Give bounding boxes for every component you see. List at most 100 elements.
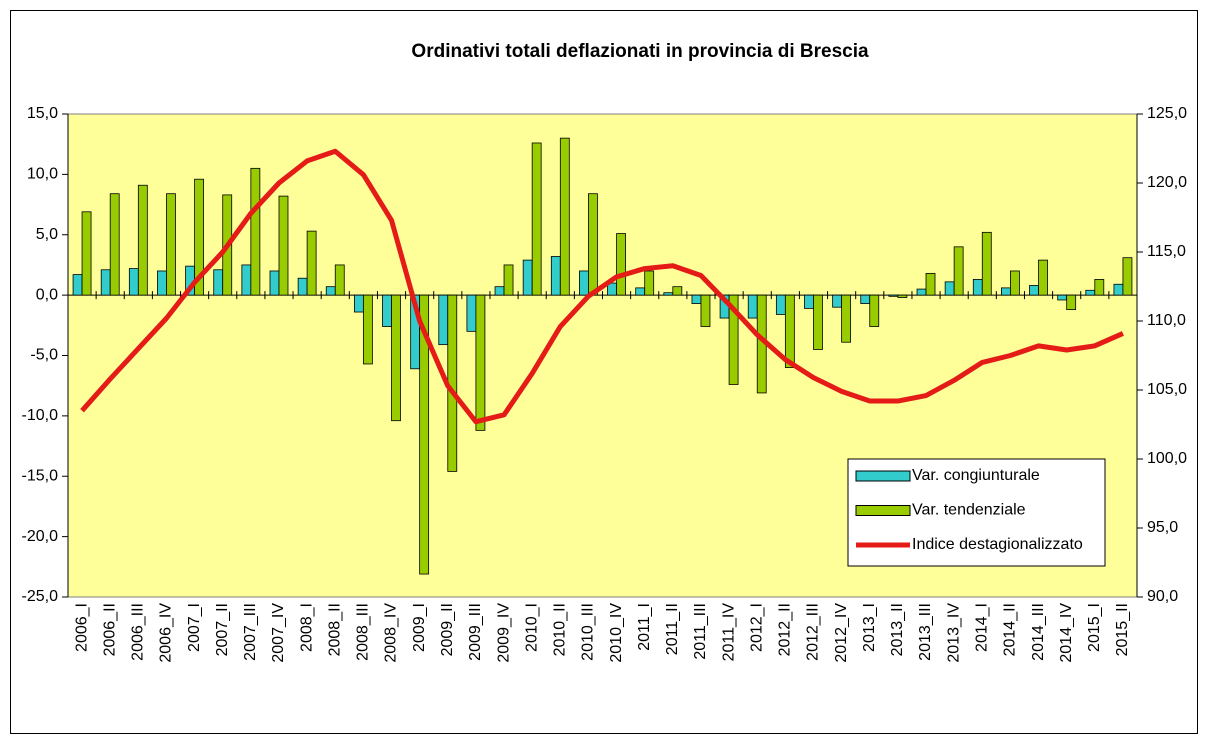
y2-tick-label: 115,0 [1147,243,1186,260]
bar [531,142,542,296]
bar [747,294,758,319]
bar [438,294,449,346]
x-tick-label: 2006_II [101,603,118,656]
bar [579,270,589,296]
bar [775,294,786,315]
bar [466,294,477,332]
bar [382,294,392,327]
bar [804,294,814,309]
bar [635,287,646,296]
y2-tick-label: 120,0 [1147,174,1187,191]
legend-label: Indice destagionalizzato [912,536,1083,553]
x-tick-label: 2008_II [326,603,343,656]
bar [128,268,139,296]
bar [100,269,111,296]
bar [475,294,486,431]
bar [953,246,964,296]
bar [972,279,983,296]
bar [728,294,739,385]
y2-tick-label: 105,0 [1147,381,1187,398]
y-tick-label: 5,0 [36,226,58,243]
x-tick-label: 2012_IV [833,603,850,663]
chart-title: Ordinativi totali deflazionati in provin… [411,41,869,62]
bar [157,270,167,296]
bar [194,178,204,296]
bar [419,294,430,575]
bar [1057,294,1068,301]
y-tick-label: 10,0 [27,166,58,183]
bar [166,193,176,296]
x-tick-label: 2008_III [355,603,372,661]
bar [916,288,927,296]
bar [250,167,261,296]
bar [494,286,505,296]
x-tick-label: 2012_II [777,603,794,656]
y2-tick-label: 95,0 [1147,519,1178,536]
x-tick-label: 2010_I [523,603,540,652]
bar [503,264,514,296]
x-tick-label: 2008_I [298,603,315,652]
bar [869,294,880,327]
bar [362,294,373,365]
bar [944,281,955,296]
bar [1122,257,1133,296]
legend-swatch [855,505,911,516]
x-tick-label: 2007_IV [270,603,287,663]
bar [672,286,683,296]
bar [325,286,336,296]
x-tick-label: 2014_IV [1058,603,1075,663]
bar [109,193,120,296]
bar [897,294,908,298]
x-tick-label: 2012_I [748,603,765,652]
bar [1066,294,1077,311]
y-tick-label: -5,0 [30,347,58,364]
bar [832,294,843,308]
x-tick-label: 2014_II [1002,603,1019,656]
bar [1094,279,1105,296]
bar [550,256,561,296]
x-tick-label: 2010_II [552,603,569,656]
y2-tick-label: 90,0 [1147,588,1178,605]
bar [813,294,823,350]
x-tick-label: 2015_II [1114,603,1131,656]
x-tick-label: 2009_IV [495,603,512,663]
bar [841,294,852,343]
x-tick-label: 2011_IV [720,603,737,662]
x-tick-label: 2013_II [889,603,906,656]
bar [663,292,674,296]
y-tick-label: 15,0 [27,105,58,122]
x-tick-label: 2006_I [73,603,90,652]
x-tick-label: 2014_III [1030,603,1047,661]
bar [700,294,711,327]
x-tick-label: 2010_III [580,603,597,661]
bar [522,259,533,296]
x-tick-label: 2015_I [1086,603,1103,652]
bar [306,230,317,296]
x-tick-label: 2007_III [242,603,259,661]
bar [559,137,570,296]
bar [72,274,83,296]
x-tick-label: 2011_I [636,603,653,651]
y-tick-label: 0,0 [36,286,58,303]
bar [241,264,252,296]
legend-swatch [855,470,911,482]
bar [391,294,401,422]
x-tick-label: 2007_I [186,603,203,652]
bar [334,264,345,296]
y-tick-label: -25,0 [22,588,59,605]
y-tick-label: -20,0 [22,528,59,545]
y2-tick-label: 110,0 [1147,312,1186,329]
bar [81,211,92,296]
y2-tick-label: 125,0 [1147,105,1187,122]
line-series [80,148,1124,425]
bar [1001,287,1011,296]
bar [1010,270,1020,296]
bar [981,231,992,296]
bar [1029,285,1039,296]
legend-label: Var. congiunturale [912,467,1040,484]
x-tick-label: 2010_IV [608,603,625,663]
x-tick-label: 2013_IV [945,603,962,663]
x-tick-label: 2007_II [214,603,231,656]
bar [137,184,148,296]
bar [213,269,224,296]
